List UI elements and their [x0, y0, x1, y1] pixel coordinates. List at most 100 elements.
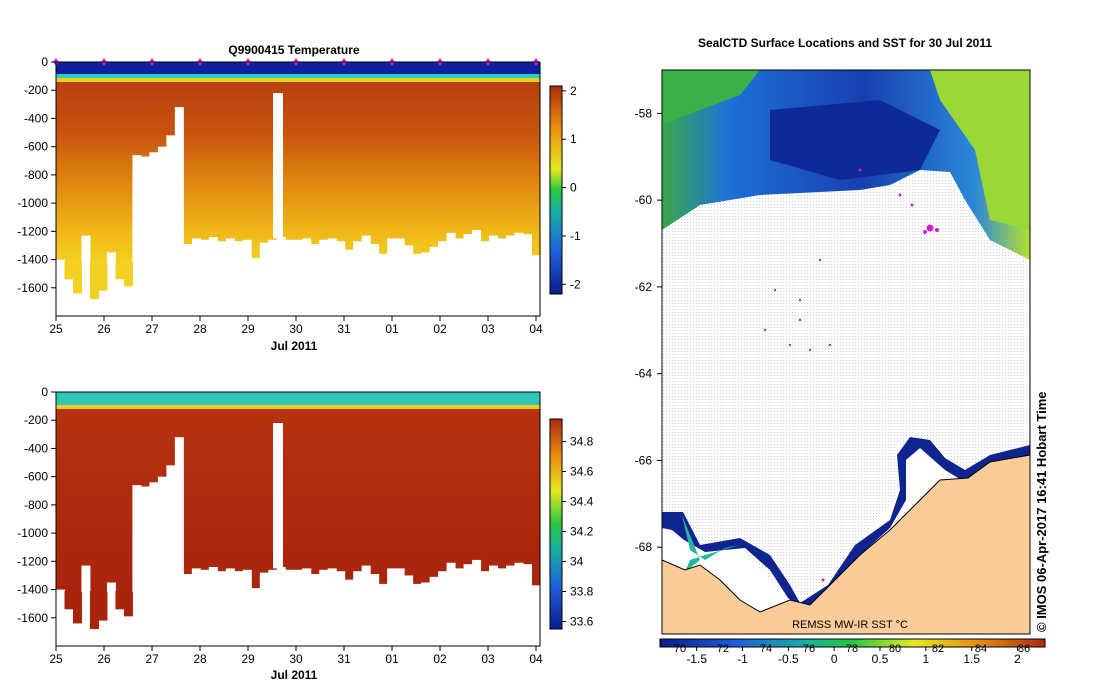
profile-gap — [259, 242, 269, 262]
y-tick-label: -200 — [24, 413, 48, 427]
x-tick-label: 31 — [337, 652, 351, 666]
x-tick-label: 27 — [145, 322, 159, 336]
profile-gap — [319, 569, 329, 592]
y-tick-label: -1600 — [17, 611, 48, 625]
profile-gap — [56, 589, 65, 592]
sst-underlying-label: 72 — [717, 643, 729, 655]
profile-gap — [285, 569, 295, 592]
coastal-warm-patch — [682, 515, 740, 572]
lat-tick-label: -60 — [635, 193, 653, 207]
missing-profile — [273, 93, 283, 239]
profile-gap — [378, 583, 388, 592]
profile-gap — [157, 476, 167, 592]
profile-column — [115, 261, 125, 280]
y-tick-label: -1000 — [17, 526, 48, 540]
profile-gap — [81, 565, 91, 592]
profile-gap — [191, 568, 201, 592]
profile-gap — [157, 146, 167, 262]
map-frame — [661, 69, 1031, 635]
temperature-chart: Q9900415 Temperature 0 -200 -400 -600 -800 -1… — [17, 43, 581, 353]
y-tick-label: -1400 — [17, 253, 48, 267]
x-tick-label: 30 — [289, 322, 303, 336]
x-tick-label: 01 — [385, 652, 399, 666]
lat-tick-label: -66 — [635, 453, 653, 467]
salinity-axes-frame — [55, 391, 541, 647]
sst-underlying-label: 84 — [975, 643, 987, 655]
profile-gap — [276, 236, 286, 262]
profile-gap — [208, 236, 218, 262]
salinity-colorbar-ticks: 34.8 34.6 34.4 34.2 34 33.8 33.6 — [562, 435, 594, 629]
x-tick-label: 29 — [241, 652, 255, 666]
salinity-x-axis: 25 26 27 28 29 30 31 01 02 03 04 — [49, 646, 543, 666]
profile-gap — [404, 245, 414, 262]
salinity-colorbar — [549, 418, 563, 630]
colorbar-tick-label: 1 — [570, 132, 577, 146]
profile-gap — [531, 255, 541, 262]
sst-map: SealCTD Surface Locations and SST for 30… — [635, 36, 1049, 666]
y-tick-label: -600 — [24, 470, 48, 484]
temperature-profile-columns — [56, 93, 541, 300]
profile-gap — [132, 155, 142, 262]
profile-column — [72, 261, 82, 294]
colorbar-tick-label: 34.6 — [570, 465, 594, 479]
x-tick-label: 25 — [49, 322, 63, 336]
imos-credit: © IMOS 06-Apr-2017 16:41 Hobart Time — [1034, 391, 1049, 632]
sst-tick-label: 2 — [1014, 652, 1021, 666]
profile-gap — [497, 238, 507, 262]
profile-column — [64, 591, 74, 610]
colorbar-tick-label: 34.8 — [570, 435, 594, 449]
seal-position — [818, 258, 822, 262]
y-tick-label: 0 — [41, 385, 48, 399]
profile-gap — [438, 241, 448, 262]
profile-gap — [472, 229, 482, 262]
sea-ice-field — [662, 170, 1030, 605]
profile-gap — [395, 238, 405, 262]
profile-column — [72, 591, 82, 624]
sst-warm-patch-east — [930, 70, 1030, 230]
salinity-field — [56, 392, 540, 592]
profile-gap — [166, 135, 176, 262]
profile-gap — [480, 241, 490, 262]
profile-gap — [56, 259, 65, 262]
profile-gap — [523, 234, 533, 262]
x-tick-label: 03 — [481, 322, 495, 336]
profile-column — [123, 261, 133, 287]
profile-gap — [336, 241, 346, 262]
profile-gap — [472, 559, 482, 592]
profile-gap — [149, 482, 159, 592]
profile-gap — [293, 569, 303, 592]
colorbar-tick-label: 2 — [570, 84, 577, 98]
salinity-y-axis: 0 -200 -400 -600 -800 -1000 -1200 -1400 -1600 — [17, 385, 56, 625]
sst-tick-label: 1 — [922, 652, 929, 666]
profile-gap — [404, 575, 414, 592]
seal-position — [788, 343, 792, 347]
lat-tick-label: -58 — [635, 106, 653, 120]
profile-gap — [106, 582, 116, 592]
sst-underlying-label: 80 — [889, 643, 901, 655]
sst-cold-core — [770, 100, 940, 180]
profile-gap — [370, 574, 380, 592]
temperature-xlabel: Jul 2011 — [271, 339, 318, 353]
profile-gap — [463, 564, 473, 592]
seal-position — [763, 328, 767, 332]
profile-gap — [174, 437, 184, 592]
temperature-colorbar — [549, 85, 563, 295]
y-tick-label: 0 — [41, 55, 48, 69]
sst-underlying-label: 74 — [760, 643, 772, 655]
profile-gap — [489, 235, 499, 262]
profile-gap — [251, 258, 261, 262]
profile-gap — [310, 574, 320, 592]
profile-gap — [217, 241, 227, 262]
profile-gap — [200, 569, 210, 592]
lat-tick-label: -68 — [635, 540, 653, 554]
y-tick-label: -1600 — [17, 281, 48, 295]
lat-tick-label: -64 — [635, 367, 653, 381]
seal-position — [798, 318, 802, 322]
salinity-xlabel: Jul 2011 — [271, 668, 318, 682]
seal-position — [821, 578, 825, 582]
profile-gap — [234, 241, 244, 262]
missing-profile — [273, 423, 283, 569]
profile-gap — [225, 568, 235, 592]
profile-gap — [242, 569, 252, 592]
